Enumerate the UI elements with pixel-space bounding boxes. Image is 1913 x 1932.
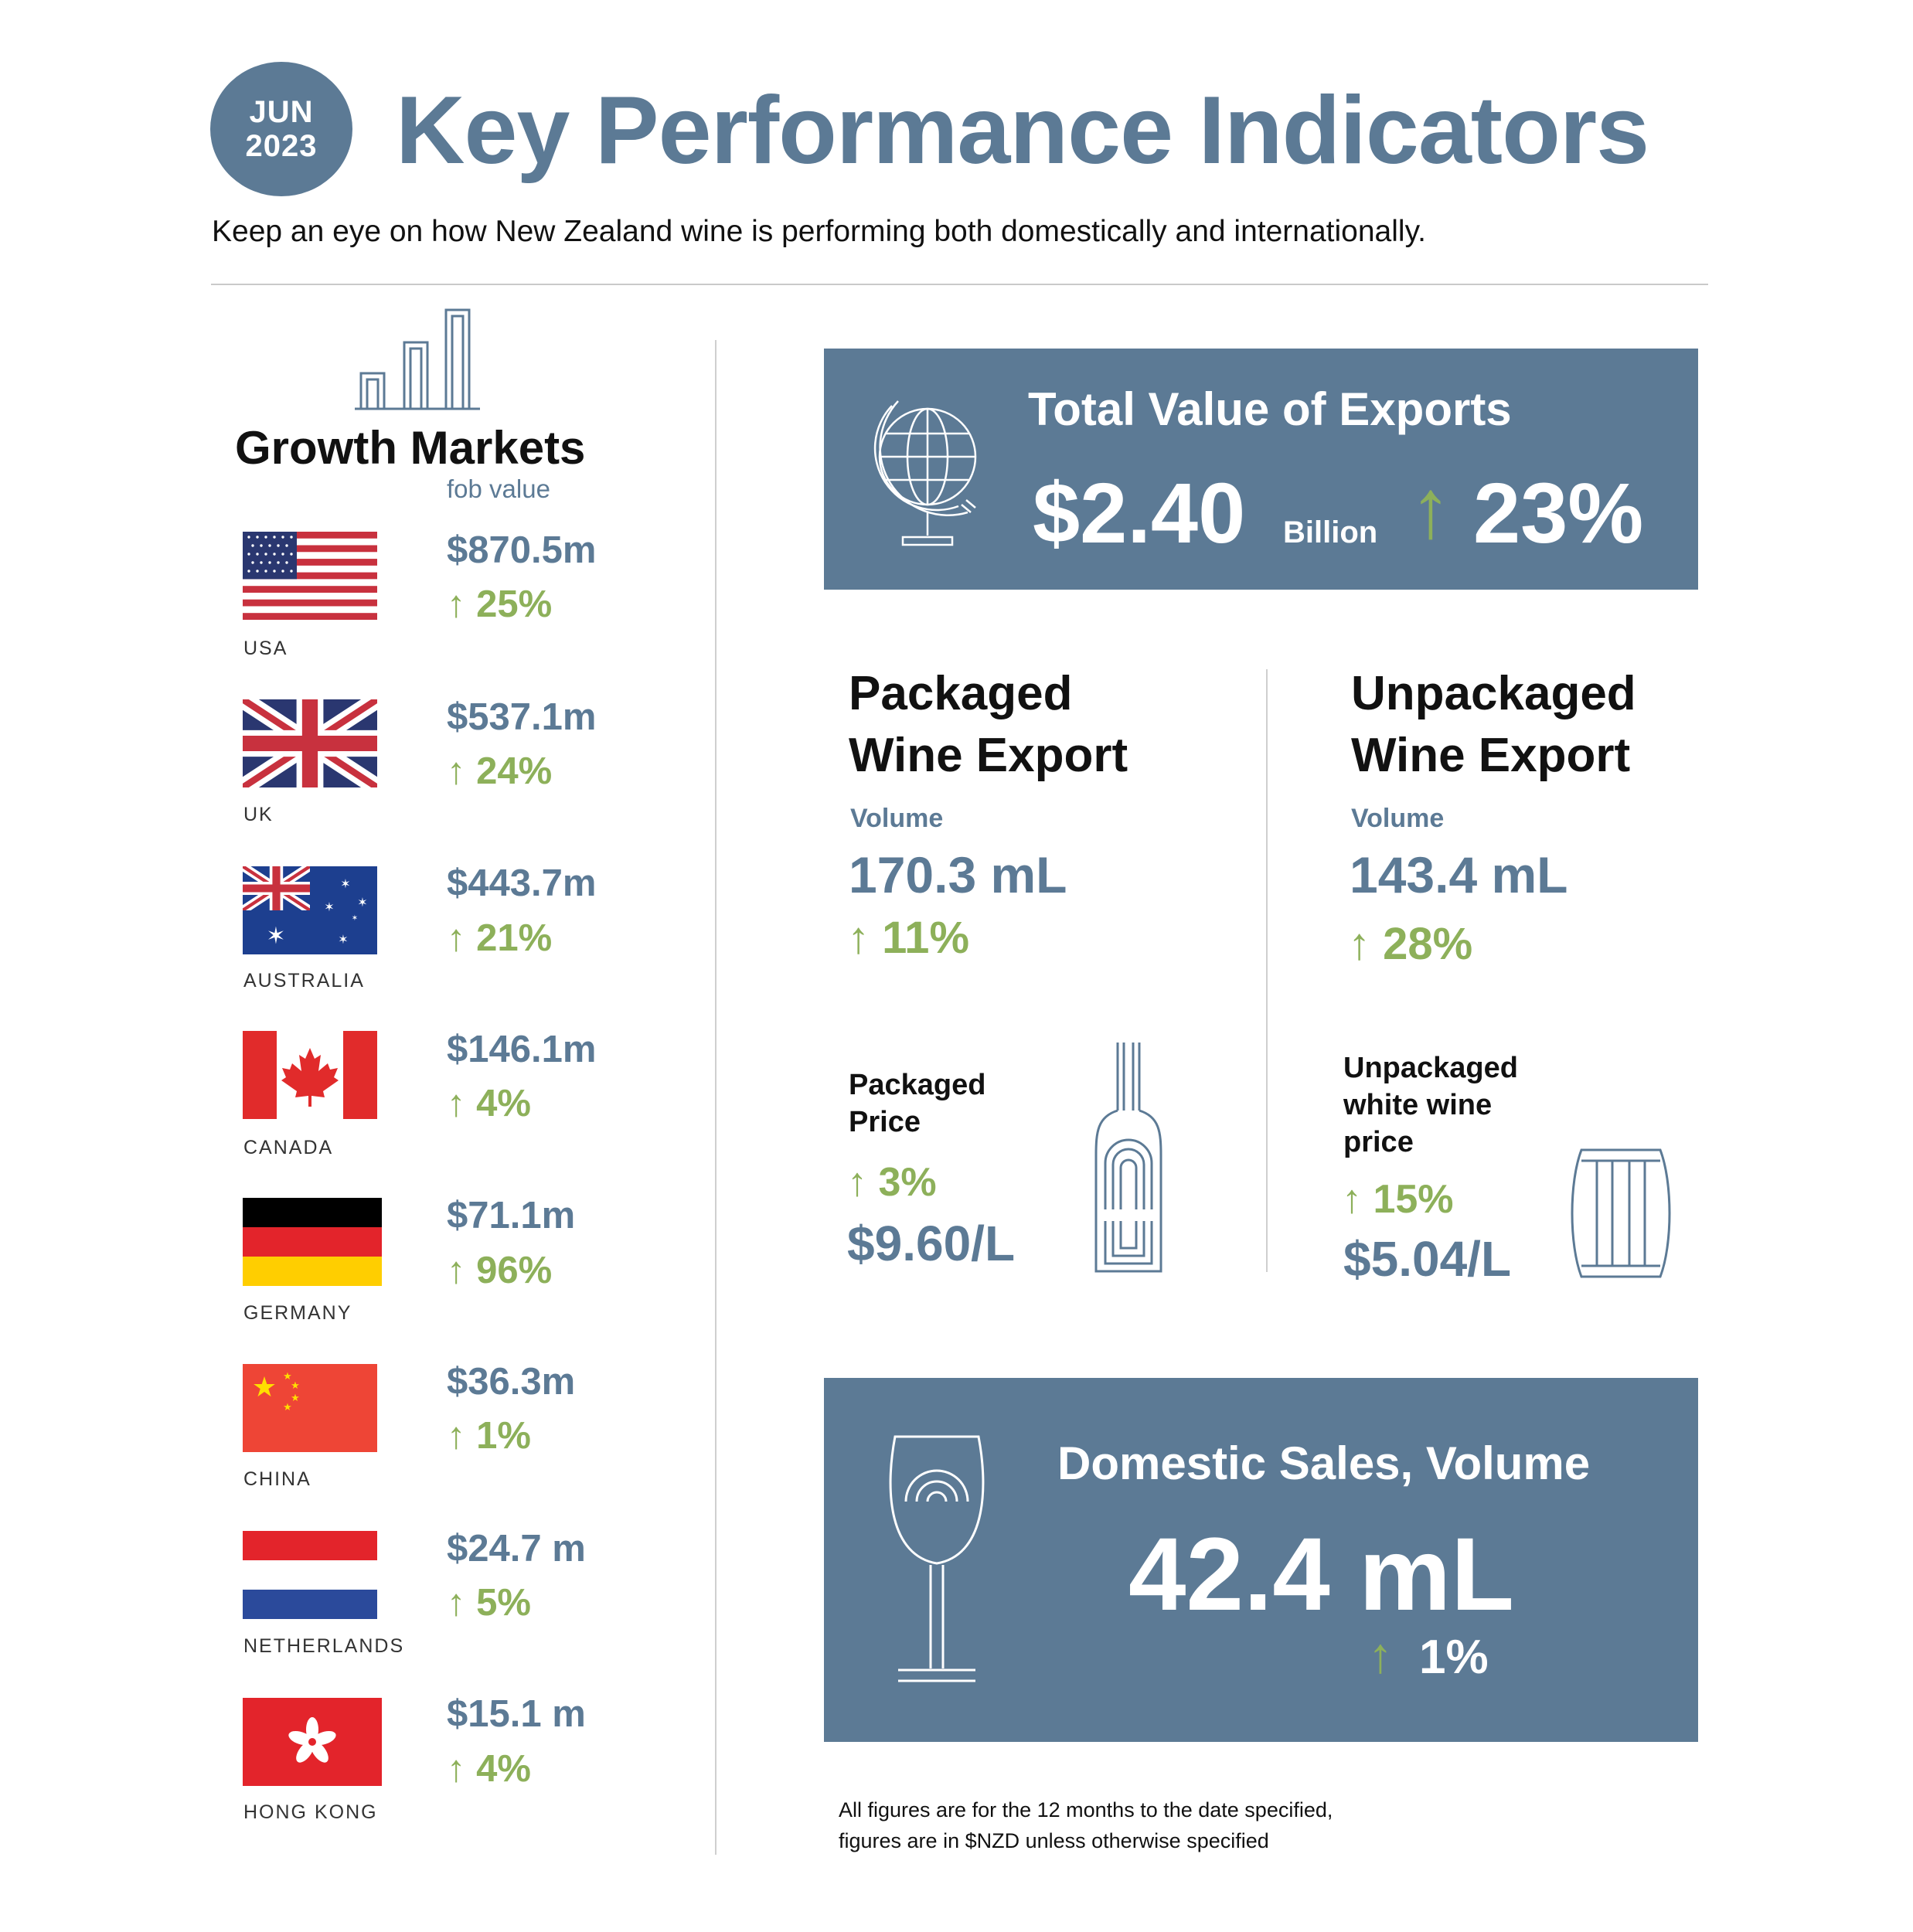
- market-value: $443.7m: [447, 862, 597, 904]
- up-arrow-icon: ↑: [447, 1250, 477, 1291]
- page-title: Key Performance Indicators: [396, 77, 1649, 184]
- up-arrow-icon: ↑: [447, 917, 477, 959]
- svg-text:✶: ✶: [324, 900, 334, 914]
- usa-flag-icon: [243, 532, 377, 620]
- up-arrow-icon: ↑: [847, 1160, 879, 1205]
- section-divider: [1266, 669, 1268, 1272]
- svg-text:★: ★: [291, 1393, 300, 1404]
- market-value: $537.1m: [447, 696, 597, 738]
- market-value: $146.1m: [447, 1029, 597, 1070]
- up-arrow-icon: ↑: [1410, 461, 1452, 555]
- packaged-price-label: Packaged Price: [849, 1069, 986, 1138]
- column-divider: [715, 340, 717, 1855]
- market-change: ↑ 24%: [447, 750, 553, 792]
- unpackaged-price-change: ↑ 15%: [1342, 1177, 1454, 1222]
- up-arrow-icon: ↑: [447, 1083, 477, 1124]
- growth-markets-title: Growth Markets: [235, 422, 586, 474]
- packaged-price: $9.60/L: [847, 1216, 1016, 1271]
- china-flag-icon: ★ ★ ★ ★ ★: [243, 1364, 377, 1452]
- badge-year: 2023: [245, 129, 318, 163]
- svg-text:★: ★: [291, 1380, 300, 1392]
- up-arrow-icon: ↑: [447, 750, 477, 792]
- country-label: USA: [243, 638, 288, 659]
- domestic-sales-panel: Domestic Sales, Volume 42.4 mL ↑ 1%: [824, 1378, 1698, 1742]
- unpackaged-volume: 143.4 mL: [1350, 846, 1568, 903]
- country-label: GERMANY: [243, 1302, 352, 1324]
- date-badge: JUN 2023: [210, 62, 352, 196]
- packaged-title: Packaged Wine Export: [849, 667, 1128, 782]
- market-change: ↑ 5%: [447, 1582, 531, 1624]
- country-label: AUSTRALIA: [243, 970, 365, 992]
- page-subtitle: Keep an eye on how New Zealand wine is p…: [212, 215, 1427, 248]
- svg-text:✶: ✶: [266, 923, 285, 950]
- svg-text:★: ★: [252, 1372, 277, 1403]
- market-value: $36.3m: [447, 1361, 576, 1403]
- market-change: ↑ 1%: [447, 1415, 531, 1457]
- globe-icon: [873, 400, 977, 546]
- up-arrow-icon: ↑: [447, 583, 477, 625]
- header-divider: [211, 284, 1708, 285]
- svg-text:✶: ✶: [352, 914, 358, 923]
- up-arrow-icon: ↑: [847, 913, 883, 963]
- exports-panel: Total Value of Exports $2.40 Billion ↑ 2…: [824, 349, 1698, 590]
- exports-title: Total Value of Exports: [1028, 383, 1512, 435]
- wine-glass-icon: [889, 1435, 985, 1682]
- unpackaged-volume-change: ↑ 28%: [1348, 919, 1473, 969]
- packaged-price-change: ↑ 3%: [847, 1160, 937, 1205]
- bar-chart-icon: [355, 308, 480, 410]
- wine-bottle-icon: [1094, 1043, 1162, 1273]
- country-label: CANADA: [243, 1137, 334, 1158]
- growth-markets-subtitle: fob value: [447, 474, 550, 503]
- badge-month: JUN: [249, 95, 314, 129]
- country-label: NETHERLANDS: [243, 1635, 405, 1657]
- up-arrow-icon: ↑: [447, 1415, 477, 1457]
- market-change: ↑ 4%: [447, 1748, 531, 1790]
- exports-unit: Billion: [1283, 515, 1378, 549]
- country-label: UK: [243, 804, 274, 825]
- packaged-volume: 170.3 mL: [849, 846, 1067, 903]
- market-value: $24.7 m: [447, 1528, 586, 1570]
- domestic-value: 42.4 mL: [1128, 1517, 1515, 1632]
- domestic-change: 1%: [1419, 1631, 1489, 1684]
- footnote: All figures are for the 12 months to the…: [839, 1798, 1333, 1852]
- svg-text:✶: ✶: [338, 932, 348, 947]
- exports-value: $2.40: [1033, 466, 1246, 561]
- country-label: CHINA: [243, 1468, 311, 1490]
- unpackaged-price: $5.04/L: [1343, 1231, 1512, 1287]
- market-value: $71.1m: [447, 1195, 576, 1236]
- uk-flag-icon: [243, 699, 377, 787]
- market-value: $870.5m: [447, 529, 597, 571]
- exports-change: 23%: [1473, 466, 1644, 561]
- up-arrow-icon: ↑: [1348, 919, 1384, 969]
- unpackaged-title: Unpackaged Wine Export: [1351, 667, 1636, 782]
- svg-text:★: ★: [283, 1402, 292, 1413]
- market-value: $15.1 m: [447, 1693, 586, 1735]
- market-change: ↑ 4%: [447, 1083, 531, 1124]
- australia-flag-icon: ✶ ✶ ✶ ✶ ✶ ✶: [243, 866, 377, 954]
- market-change: ↑ 21%: [447, 917, 553, 959]
- netherlands-flag-icon: [243, 1531, 377, 1619]
- svg-text:✶: ✶: [357, 895, 367, 910]
- unpackaged-volume-label: Volume: [1351, 804, 1445, 833]
- svg-text:✶: ✶: [340, 876, 350, 891]
- canada-flag-icon: [243, 1031, 377, 1119]
- country-label: HONG KONG: [243, 1801, 378, 1823]
- up-arrow-icon: ↑: [1342, 1177, 1373, 1222]
- germany-flag-icon: [243, 1198, 382, 1286]
- unpackaged-price-label: Unpackaged white wine price: [1343, 1052, 1518, 1158]
- up-arrow-icon: ↑: [447, 1748, 477, 1790]
- barrel-icon: [1571, 1148, 1671, 1278]
- market-change: ↑ 96%: [447, 1250, 553, 1291]
- packaged-volume-change: ↑ 11%: [847, 913, 970, 963]
- market-change: ↑ 25%: [447, 583, 553, 625]
- domestic-title: Domestic Sales, Volume: [1057, 1437, 1591, 1489]
- up-arrow-icon: ↑: [1368, 1628, 1393, 1683]
- hong-kong-flag-icon: [243, 1698, 382, 1786]
- svg-text:★: ★: [283, 1371, 292, 1383]
- packaged-volume-label: Volume: [850, 804, 944, 833]
- up-arrow-icon: ↑: [447, 1582, 477, 1624]
